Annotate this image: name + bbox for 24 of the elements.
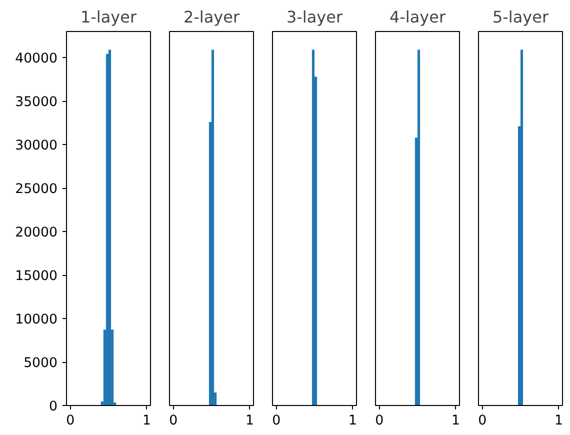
chart-title: 4-layer xyxy=(389,8,446,26)
y-tick-label: 10000 xyxy=(15,312,58,328)
x-tick-label: 1 xyxy=(245,414,254,428)
y-tick-label: 40000 xyxy=(15,52,58,67)
x-tick-label: 0 xyxy=(169,414,178,428)
y-tick-label: 15000 xyxy=(15,269,58,284)
x-tick-label: 1 xyxy=(348,414,357,428)
chart-title: 2-layer xyxy=(183,8,240,26)
x-tick-label: 0 xyxy=(375,414,384,428)
y-tick-label: 5000 xyxy=(24,356,58,372)
y-tick-label: 30000 xyxy=(15,138,58,154)
y-tick-label: 0 xyxy=(49,400,58,414)
y-tick-label: 25000 xyxy=(15,182,58,198)
x-tick-label: 0 xyxy=(478,414,487,428)
chart-title: 1-layer xyxy=(80,8,137,26)
chart-title: 5-layer xyxy=(492,8,549,26)
y-tick-label: 20000 xyxy=(15,226,58,241)
chart-title: 3-layer xyxy=(286,8,343,26)
x-tick-label: 0 xyxy=(272,414,281,428)
x-tick-label: 1 xyxy=(451,414,460,428)
x-tick-label: 1 xyxy=(554,414,563,428)
x-tick-label: 1 xyxy=(142,414,151,428)
y-tick-label: 35000 xyxy=(15,95,58,110)
x-tick-label: 0 xyxy=(66,414,75,428)
